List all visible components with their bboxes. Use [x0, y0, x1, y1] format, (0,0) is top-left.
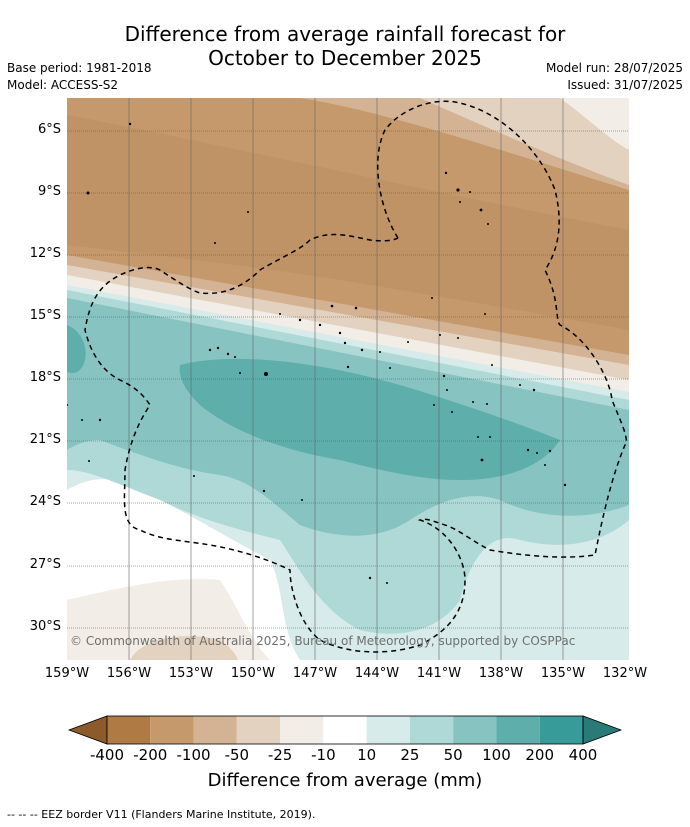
colorbar-border — [106, 715, 584, 745]
lon-label: 132°W — [602, 666, 648, 681]
lat-label: 24°S — [29, 494, 61, 509]
colorbar-swatch — [150, 716, 194, 744]
colorbar-tick-label: 10 — [357, 746, 377, 764]
lat-label: 21°S — [29, 432, 61, 447]
colorbar-tick-label: -50 — [224, 746, 250, 764]
contour-dry-lower — [67, 579, 270, 660]
base-period: Base period: 1981-2018 — [7, 61, 152, 75]
colorbar-swatch — [409, 716, 454, 744]
lon-label: 135°W — [540, 666, 586, 681]
colorbar-swatch — [323, 716, 367, 744]
lat-label: 12°S — [29, 246, 61, 261]
colorbar-swatch — [453, 716, 497, 744]
colorbar-tick-label: 25 — [400, 746, 420, 764]
colorbar-tick-label: -400 — [89, 746, 125, 764]
lon-label: 156°W — [106, 666, 152, 681]
map-title: Difference from average rainfall forecas… — [0, 22, 690, 70]
colorbar-extend-low — [67, 715, 108, 745]
lon-label: 159°W — [44, 666, 90, 681]
lat-label: 15°S — [29, 308, 61, 323]
title-line-1: Difference from average rainfall forecas… — [124, 22, 566, 46]
colorbar-tick-label: -100 — [176, 746, 211, 764]
colorbar-tick-label: 400 — [568, 746, 598, 764]
eez-legend: -- -- -- EEZ border V11 (Flanders Marine… — [7, 808, 316, 821]
colorbar-tick-label: -10 — [311, 746, 336, 764]
lon-label: 147°W — [292, 666, 338, 681]
title-line-2: October to December 2025 — [208, 46, 482, 70]
model-name: Model: ACCESS-S2 — [7, 78, 119, 92]
issued-date: Issued: 31/07/2025 — [567, 78, 683, 92]
graticule-meridians — [128, 98, 564, 660]
colorbar-swatch — [539, 716, 583, 744]
colorbar-swatch — [280, 716, 324, 744]
colorbar-swatch — [496, 716, 540, 744]
meta-left: Base period: 1981-2018 Model: ACCESS-S2 — [7, 60, 152, 94]
lat-label: 30°S — [29, 619, 61, 634]
contour-dry-200 — [67, 115, 629, 330]
lat-label: 9°S — [37, 184, 61, 199]
colorbar-swatch — [107, 716, 151, 744]
meta-right: Model run: 28/07/2025 Issued: 31/07/2025 — [546, 60, 683, 94]
rainfall-contours — [67, 98, 629, 660]
contour-wet-100 — [179, 358, 560, 480]
eez-border — [84, 100, 627, 653]
graticule — [67, 130, 629, 629]
lat-label: 27°S — [29, 557, 61, 572]
colorbar — [67, 715, 623, 745]
lon-label: 144°W — [354, 666, 400, 681]
colorbar-swatch — [366, 716, 410, 744]
colorbar-tick-label: -200 — [133, 746, 168, 764]
colorbar-extend-high — [582, 715, 623, 745]
colorbar-tick-label: 200 — [525, 746, 555, 764]
colorbar-tick-label: 50 — [443, 746, 463, 764]
lon-label: 153°W — [168, 666, 214, 681]
lat-label: 6°S — [37, 122, 61, 137]
model-run: Model run: 28/07/2025 — [545, 61, 683, 75]
colorbar-title: Difference from average (mm) — [207, 770, 483, 791]
lat-label: 18°S — [29, 370, 61, 385]
lon-label: 138°W — [478, 666, 524, 681]
colorbar-tick-label: -25 — [267, 746, 293, 764]
contour-wet-100-west — [67, 325, 86, 374]
contour-dry-lower-2 — [130, 636, 238, 660]
lon-label: 141°W — [416, 666, 462, 681]
colorbar-tick-label: 100 — [482, 746, 511, 764]
colorbar-swatch — [236, 716, 281, 744]
lon-label: 150°W — [230, 666, 276, 681]
islands — [67, 122, 567, 584]
colorbar-swatch — [193, 716, 237, 744]
copyright-notice: © Commonwealth of Australia 2025, Bureau… — [70, 634, 576, 648]
